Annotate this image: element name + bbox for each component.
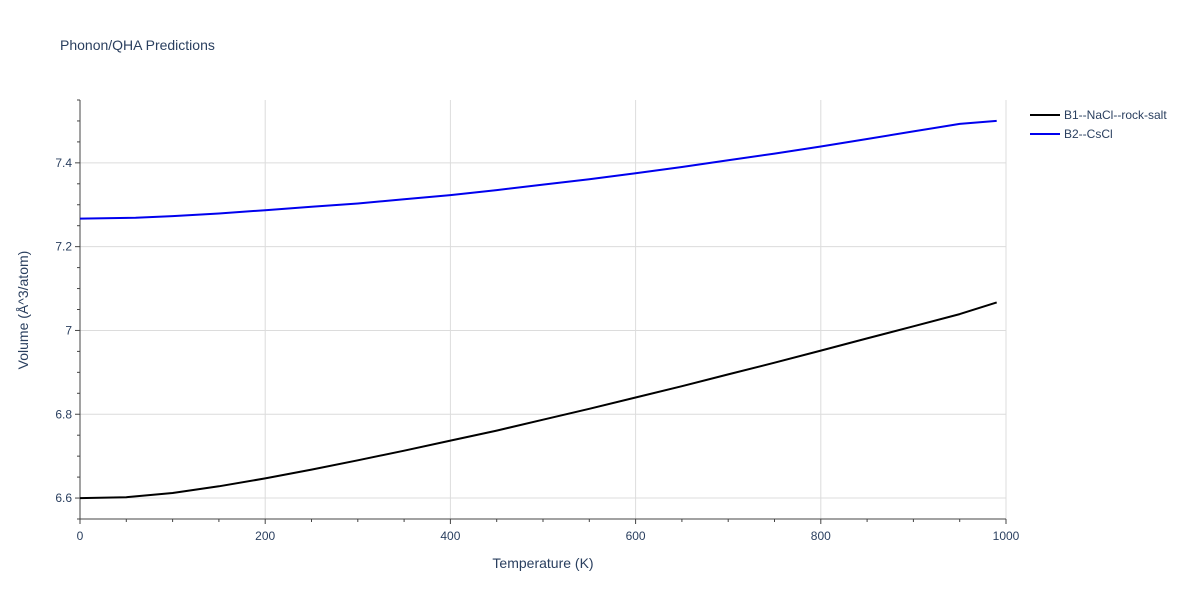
plot-area <box>79 119 998 500</box>
y-tick-label: 6.6 <box>55 491 72 505</box>
y-axis-title: Volume (Å^3/atom) <box>15 251 31 370</box>
x-tick-label: 1000 <box>993 529 1020 543</box>
legend: B1--NaCl--rock-salt B2--CsCl <box>1030 108 1167 141</box>
legend-label-1[interactable]: B1--NaCl--rock-salt <box>1064 108 1167 122</box>
y-tick-label: 7.2 <box>55 240 72 254</box>
legend-label-2[interactable]: B2--CsCl <box>1064 127 1113 141</box>
x-tick-label: 600 <box>626 529 646 543</box>
y-tick-label: 7 <box>65 323 72 337</box>
x-axis-title: Temperature (K) <box>492 555 593 571</box>
x-tick-label: 800 <box>811 529 831 543</box>
grid <box>80 100 1007 519</box>
axes: 0 200 400 600 800 1000 6.6 6.8 7 7.2 7.4 <box>55 99 1020 543</box>
y-tick-label: 7.4 <box>55 156 72 170</box>
series-line-1 <box>79 301 998 500</box>
y-tick-label: 6.8 <box>55 407 72 421</box>
x-tick-label: 200 <box>255 529 275 543</box>
x-tick-label: 400 <box>440 529 460 543</box>
series-line-2 <box>79 119 997 220</box>
x-tick-label: 0 <box>77 529 84 543</box>
chart-title: Phonon/QHA Predictions <box>60 37 215 53</box>
